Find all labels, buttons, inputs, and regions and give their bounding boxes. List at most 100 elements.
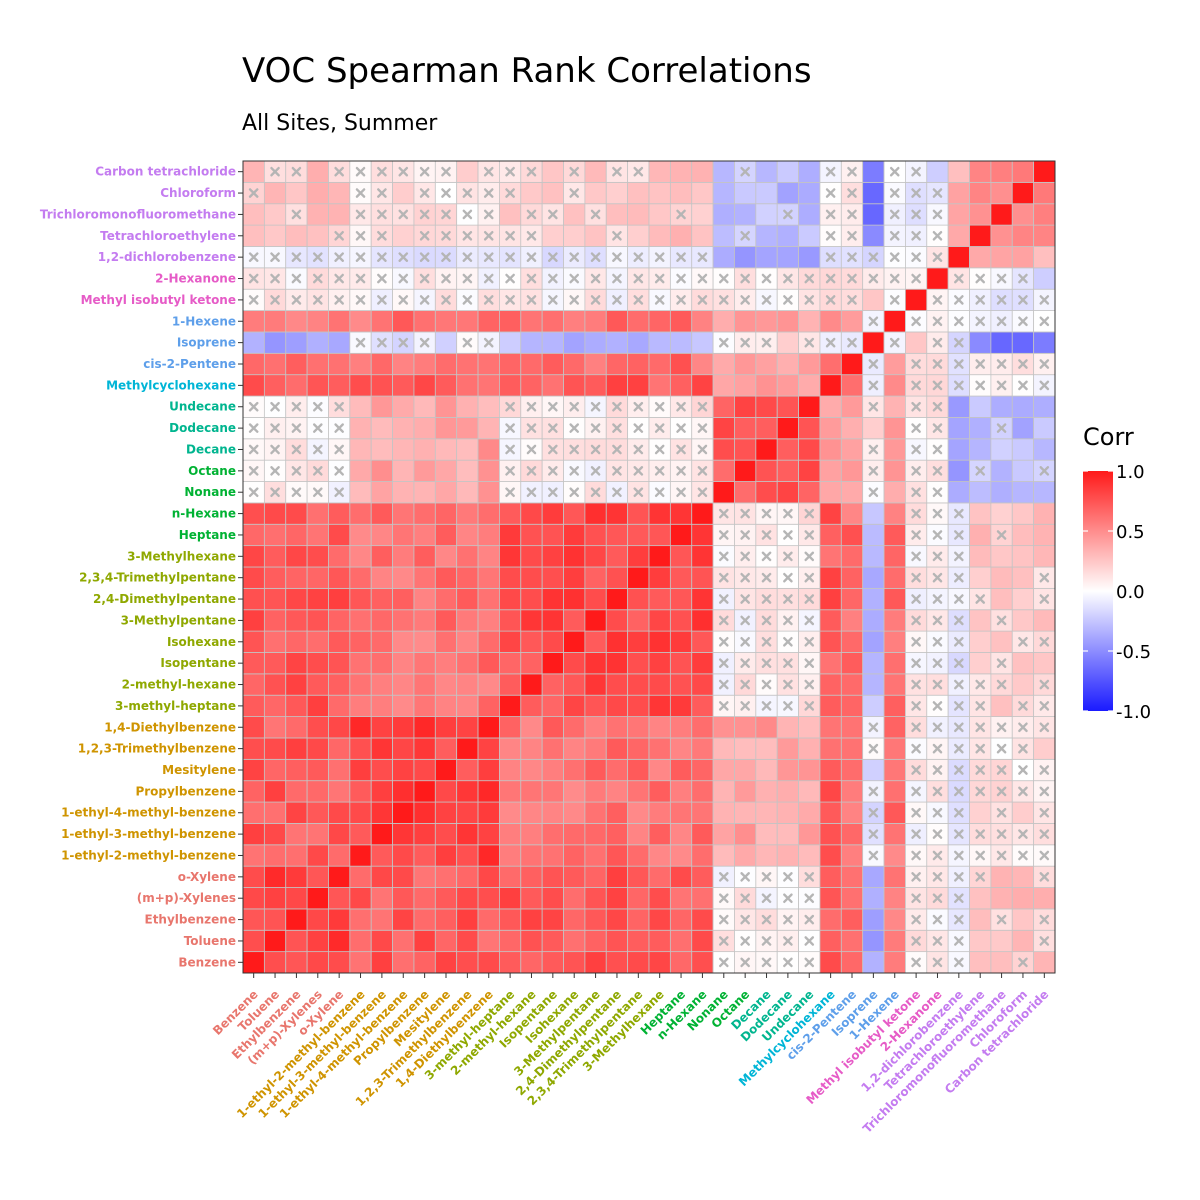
heatmap-cell	[840, 502, 864, 525]
heatmap-cell	[520, 502, 543, 525]
not-significant-mark	[291, 209, 302, 220]
heatmap-cell	[434, 566, 458, 589]
not-significant-mark	[355, 166, 366, 177]
heatmap-cell	[392, 908, 415, 931]
heatmap-cell	[328, 908, 351, 931]
heatmap-cell	[862, 630, 885, 653]
heatmap-cell	[456, 908, 479, 931]
not-significant-mark	[270, 273, 280, 284]
heatmap-cell	[712, 395, 735, 418]
not-significant-mark	[483, 209, 494, 220]
heatmap-cell	[392, 224, 415, 247]
not-significant-mark	[697, 487, 708, 498]
not-significant-mark	[483, 230, 494, 241]
heatmap-cell	[840, 630, 864, 653]
not-significant-mark	[783, 209, 793, 220]
heatmap-cell	[798, 374, 821, 397]
heatmap-cell	[349, 374, 372, 397]
not-significant-mark	[248, 444, 259, 455]
not-significant-mark	[804, 295, 815, 305]
not-significant-mark	[804, 530, 815, 540]
heatmap-cell	[840, 673, 864, 696]
heatmap-cell	[862, 929, 885, 953]
heatmap-cell	[819, 887, 842, 910]
heatmap-cell	[370, 545, 393, 568]
not-significant-mark	[590, 401, 601, 412]
heatmap-cell	[947, 395, 970, 418]
not-significant-mark	[676, 295, 686, 305]
heatmap-cell	[413, 395, 436, 418]
heatmap-cell	[263, 374, 287, 397]
heatmap-cell	[306, 694, 329, 717]
not-significant-mark	[419, 188, 430, 198]
y-tick-label: 3-Methylpentane	[121, 613, 236, 627]
heatmap-cell	[840, 801, 864, 824]
heatmap-cell	[648, 673, 671, 696]
heatmap-cell	[712, 844, 735, 867]
legend-tick-label: -0.5	[1116, 642, 1151, 663]
not-significant-mark	[932, 765, 943, 775]
heatmap-cell	[370, 929, 393, 953]
heatmap-cell	[263, 523, 287, 547]
not-significant-mark	[932, 252, 943, 262]
heatmap-cell	[349, 929, 372, 953]
not-significant-mark	[312, 466, 323, 476]
not-significant-mark	[975, 359, 986, 369]
y-tick-label: 3-methyl-heptane	[115, 699, 236, 713]
heatmap-cell	[648, 609, 671, 632]
not-significant-mark	[633, 252, 644, 262]
not-significant-mark	[932, 572, 943, 583]
heatmap-cell	[819, 417, 842, 440]
heatmap-cell	[819, 844, 842, 867]
not-significant-mark	[505, 444, 515, 455]
not-significant-mark	[548, 444, 558, 455]
not-significant-mark	[954, 914, 964, 925]
not-significant-mark	[248, 295, 259, 305]
not-significant-mark	[825, 273, 836, 284]
y-tick-label: 2-methyl-hexane	[122, 678, 236, 692]
heatmap-cell	[263, 352, 287, 376]
not-significant-mark	[932, 701, 943, 711]
not-significant-mark	[312, 252, 323, 262]
heatmap-cell	[883, 395, 906, 418]
not-significant-mark	[740, 636, 750, 647]
y-tick-label: 2,4-Dimethylpentane	[93, 592, 236, 606]
not-significant-mark	[868, 273, 879, 284]
y-tick-label: 1-Hexene	[172, 314, 236, 328]
heatmap-cell	[328, 181, 351, 205]
y-tick-label: Dodecane	[169, 421, 236, 435]
not-significant-mark	[911, 893, 921, 904]
heatmap-cell	[563, 929, 586, 953]
not-significant-mark	[911, 786, 921, 797]
heatmap-cell	[819, 694, 842, 717]
not-significant-mark	[932, 850, 943, 861]
y-tick-label: (m+p)-Xylenes	[137, 891, 236, 905]
heatmap-cell	[691, 652, 714, 675]
heatmap-cell	[242, 609, 265, 632]
not-significant-mark	[996, 530, 1007, 540]
heatmap-cell	[477, 929, 500, 953]
not-significant-mark	[1039, 594, 1050, 604]
heatmap-cell	[969, 545, 992, 568]
not-significant-mark	[868, 850, 879, 861]
heatmap-cell	[370, 780, 393, 803]
not-significant-mark	[783, 530, 793, 540]
heatmap-cell	[413, 566, 436, 589]
heatmap-cell	[862, 566, 885, 589]
heatmap-cell	[584, 523, 607, 547]
heatmap-cell	[285, 523, 308, 547]
heatmap-cell	[456, 417, 479, 440]
heatmap-cell	[434, 929, 458, 953]
not-significant-mark	[740, 551, 750, 562]
not-significant-mark	[590, 252, 601, 262]
heatmap-cell	[477, 459, 500, 482]
not-significant-mark	[612, 466, 622, 476]
heatmap-cell	[819, 609, 842, 632]
not-significant-mark	[718, 679, 729, 690]
heatmap-cell	[627, 908, 650, 931]
heatmap-cell	[1011, 652, 1035, 675]
not-significant-mark	[419, 295, 430, 305]
not-significant-mark	[633, 295, 644, 305]
not-significant-mark	[505, 230, 515, 241]
not-significant-mark	[996, 658, 1007, 668]
